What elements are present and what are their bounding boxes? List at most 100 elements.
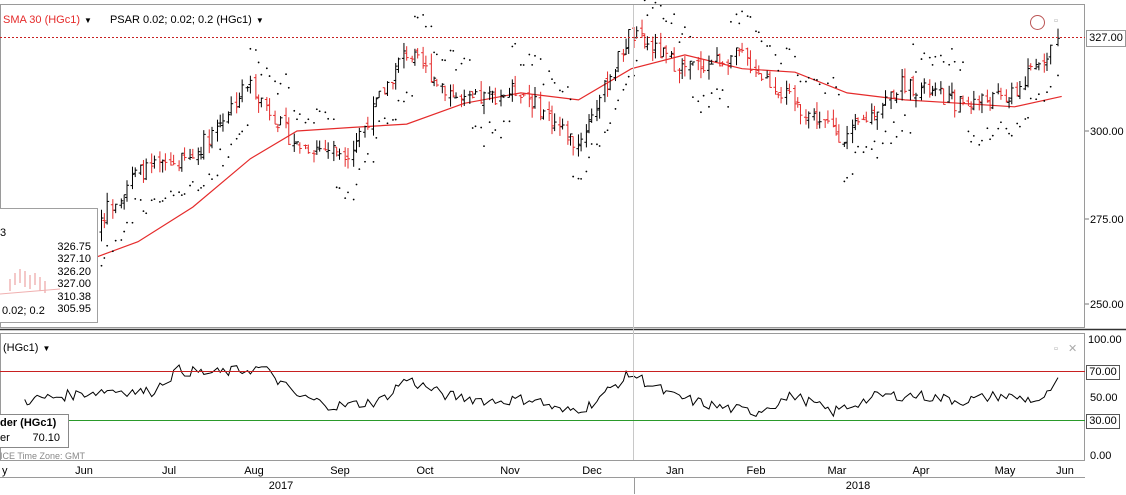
ohlc-bar bbox=[996, 83, 1001, 95]
psar-dot bbox=[164, 197, 167, 200]
psar-dot bbox=[807, 76, 810, 79]
psar-dot bbox=[347, 191, 349, 194]
ohlc-bar bbox=[812, 108, 817, 121]
psar-dot bbox=[590, 143, 593, 145]
popup-value-sma: 310.38 bbox=[57, 290, 91, 303]
month-label: Aug bbox=[244, 465, 264, 477]
psar-dot bbox=[1008, 132, 1010, 135]
ohlc-bar bbox=[237, 92, 242, 108]
psar-dot bbox=[500, 136, 502, 139]
ohlc-bar bbox=[351, 140, 356, 167]
psar-dot bbox=[265, 67, 268, 70]
osc-level-30-badge: 30.00 bbox=[1086, 414, 1120, 429]
psar-dot bbox=[219, 148, 222, 151]
psar-dot bbox=[931, 63, 934, 66]
ohlc-bar bbox=[698, 51, 703, 79]
ohlc-bar bbox=[171, 154, 176, 166]
ohlc-bar bbox=[664, 45, 669, 64]
psar-dot bbox=[934, 55, 937, 58]
clock-icon[interactable] bbox=[1030, 15, 1045, 30]
ohlc-bar bbox=[552, 113, 557, 132]
popup-value-high: 327.10 bbox=[57, 253, 91, 266]
psar-dot bbox=[1037, 93, 1040, 96]
psar-dot bbox=[553, 81, 556, 84]
psar-dot bbox=[981, 139, 983, 142]
psar-dot bbox=[692, 96, 694, 99]
ohlc-bar bbox=[1028, 63, 1033, 71]
ohlc-bar bbox=[201, 130, 206, 160]
ohlc-bar bbox=[226, 111, 231, 124]
ohlc-bar bbox=[499, 89, 503, 107]
psar-dot bbox=[959, 69, 962, 71]
psar-dot bbox=[651, 6, 654, 9]
psar-dot bbox=[422, 14, 425, 16]
psar-dot bbox=[730, 20, 732, 23]
ohlc-bar bbox=[248, 75, 253, 94]
chevron-down-icon[interactable]: ▼ bbox=[255, 16, 264, 25]
ohlc-bar bbox=[977, 95, 982, 111]
close-icon[interactable]: ✕ bbox=[1068, 343, 1078, 355]
oscillator-line bbox=[24, 364, 1059, 418]
psar-dot bbox=[835, 86, 838, 88]
osc-legend[interactable]: (HGc1) ▼ bbox=[3, 342, 50, 354]
psar-dot bbox=[257, 61, 260, 64]
psar-dot bbox=[939, 54, 942, 57]
psar-legend[interactable]: PSAR 0.02; 0.02; 0.2 (HGc1) ▼ bbox=[110, 14, 264, 26]
ohlc-bar bbox=[621, 48, 626, 62]
psar-dot bbox=[862, 151, 865, 154]
ohlc-bar bbox=[571, 136, 576, 156]
psar-dot bbox=[200, 186, 202, 189]
ohlc-bar bbox=[462, 89, 467, 106]
chevron-down-icon[interactable]: ▼ bbox=[42, 344, 51, 353]
ohlc-bar bbox=[1042, 53, 1047, 73]
psar-dot bbox=[757, 31, 760, 34]
month-label: Apr bbox=[912, 465, 929, 477]
sma-legend[interactable]: SMA 30 (HGc1) ▼ bbox=[3, 14, 92, 26]
ohlc-bar bbox=[125, 180, 129, 202]
psar-dot bbox=[785, 47, 788, 50]
ohlc-bar bbox=[880, 102, 885, 119]
ohlc-bar bbox=[883, 90, 888, 106]
psar-dot bbox=[531, 63, 534, 66]
ohlc-bar bbox=[199, 146, 204, 160]
ohlc-bar bbox=[510, 79, 515, 102]
popup-value-psar: 305.95 bbox=[57, 303, 91, 316]
restore-icon[interactable]: ▫ bbox=[1054, 15, 1058, 27]
sma-line bbox=[24, 54, 1062, 288]
psar-dot bbox=[468, 59, 471, 61]
restore-icon[interactable]: ▫ bbox=[1054, 343, 1058, 355]
psar-dot bbox=[662, 17, 665, 20]
psar-dot bbox=[920, 58, 923, 60]
psar-dot bbox=[721, 89, 724, 91]
ohlc-bar bbox=[122, 194, 127, 210]
psar-dot bbox=[774, 54, 777, 56]
ohlc-bar bbox=[682, 56, 687, 77]
psar-dot bbox=[386, 122, 389, 125]
ohlc-bar bbox=[374, 97, 379, 108]
psar-dot bbox=[318, 110, 321, 113]
psar-dot bbox=[249, 47, 252, 50]
ohlc-bar bbox=[454, 92, 459, 99]
psar-dot bbox=[548, 70, 551, 73]
psar-dot bbox=[857, 145, 859, 148]
ohlc-bar bbox=[1017, 80, 1022, 100]
psar-dot bbox=[542, 83, 545, 86]
ohlc-bar bbox=[836, 124, 841, 143]
ohlc-bar bbox=[853, 113, 858, 131]
psar-dot bbox=[307, 118, 310, 121]
psar-dot bbox=[460, 62, 463, 65]
ohlc-bar bbox=[317, 140, 322, 152]
ohlc-bar bbox=[188, 148, 193, 161]
ohlc-bar bbox=[312, 150, 316, 163]
chevron-down-icon[interactable]: ▼ bbox=[84, 16, 92, 25]
ohlc-bar bbox=[133, 167, 138, 178]
psar-dot bbox=[901, 130, 904, 132]
ohlc-bar bbox=[634, 26, 639, 39]
datatip-row-value: 70.10 bbox=[32, 432, 60, 444]
psar-dot bbox=[884, 130, 887, 133]
psar-dot bbox=[895, 135, 898, 138]
ohlc-bar bbox=[346, 147, 350, 169]
psar-dot bbox=[433, 51, 435, 54]
psar-dot bbox=[114, 239, 117, 242]
